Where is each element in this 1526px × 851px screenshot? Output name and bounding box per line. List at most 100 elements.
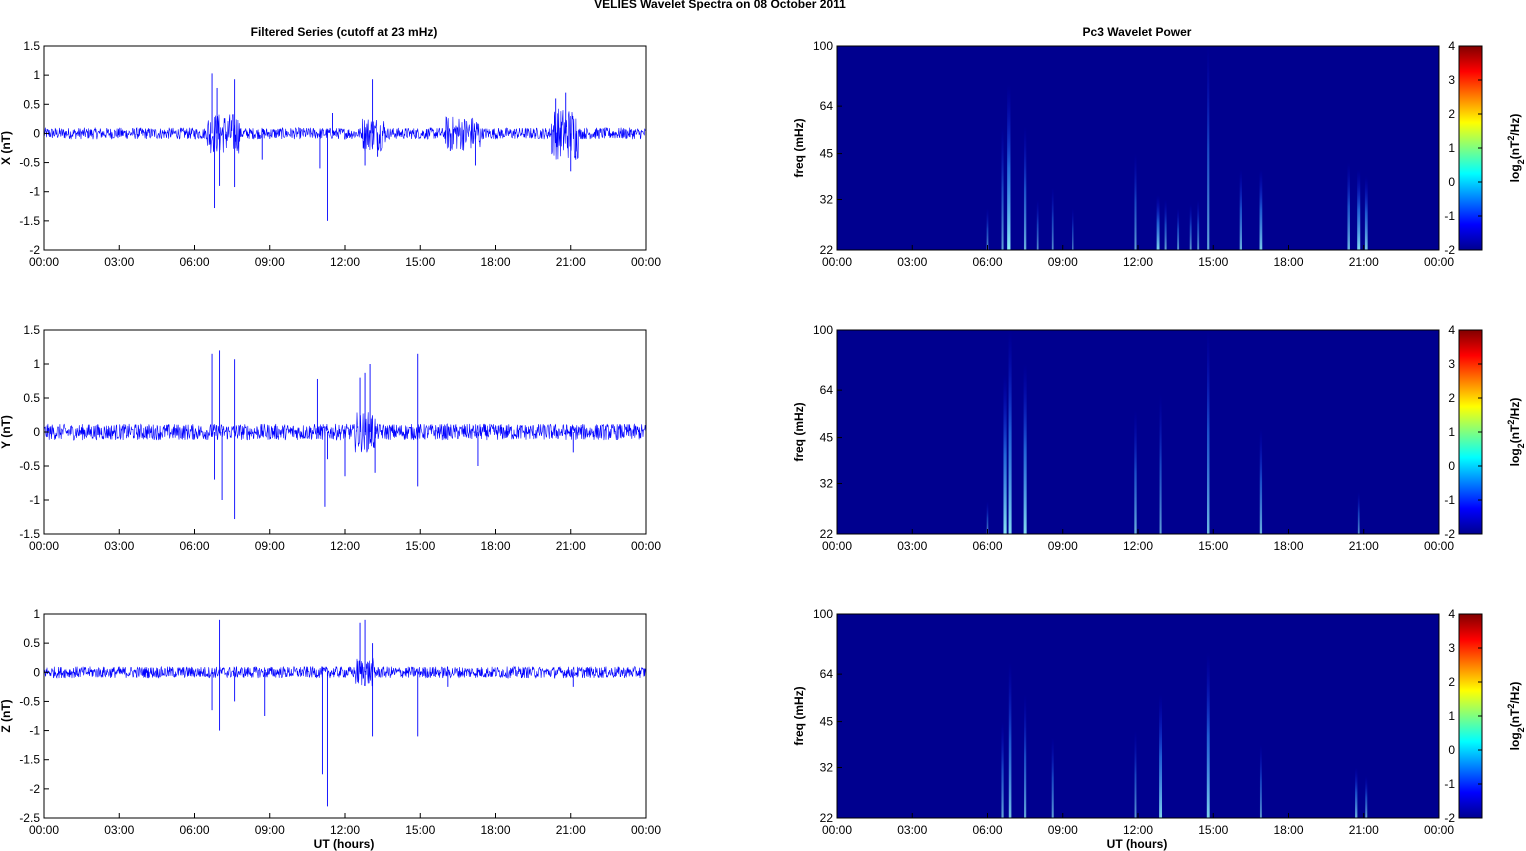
series-y-y-tick-label: 0.5 <box>23 391 40 405</box>
wavelet-1-colorbar-tick-label: 4 <box>1448 39 1455 53</box>
series-z-y-axis-label: Z (nT) <box>0 699 13 732</box>
wavelet-3-colorbar-tick-label: 0 <box>1448 743 1455 757</box>
wavelet-1-colorbar-tick-label: 2 <box>1448 107 1455 121</box>
series-z-y-tick-label: -1.5 <box>19 753 40 767</box>
series-y-y-tick-label: 1.5 <box>23 323 40 337</box>
wavelet-1-colorbar-tick-label: 0 <box>1448 175 1455 189</box>
right-column-title: Pc3 Wavelet Power <box>1083 25 1192 39</box>
wavelet-3-x-tick-label: 21:00 <box>1349 823 1379 837</box>
series-z-y-tick-label: -0.5 <box>19 694 40 708</box>
wavelet-2-y-tick-label: 45 <box>820 431 834 445</box>
wavelet-2-colorbar-tick-label: 1 <box>1448 425 1455 439</box>
wavelet-2-x-tick-label: 21:00 <box>1349 539 1379 553</box>
wavelet-2-y-axis-label: freq (mHz) <box>792 402 806 461</box>
wavelet-3-power-streak <box>1024 694 1027 818</box>
series-x-x-tick-label: 18:00 <box>480 255 510 269</box>
wavelet-2-colorbar-tick-label: 0 <box>1448 459 1455 473</box>
series-y-y-tick-label: 1 <box>33 357 40 371</box>
wavelet-1-power-streak <box>1134 153 1137 250</box>
wavelet-2-power-streak <box>1008 330 1012 534</box>
wavelet-2-power-streak <box>1003 374 1007 534</box>
series-y-x-tick-label: 12:00 <box>330 539 360 553</box>
wavelet-3-x-tick-label: 15:00 <box>1198 823 1228 837</box>
series-x-y-tick-label: -1.5 <box>19 214 40 228</box>
wavelet-3-y-tick-label: 45 <box>820 715 834 729</box>
wavelet-1-power-streak <box>1007 84 1011 250</box>
wavelet-2-colorbar-tick-label: 2 <box>1448 391 1455 405</box>
wavelet-2-x-tick-label: 15:00 <box>1198 539 1228 553</box>
wavelet-2-power-streak <box>1023 363 1027 534</box>
wavelet-3-power-streak <box>1051 737 1054 818</box>
wavelet-2-colorbar-tick-label: -1 <box>1444 493 1455 507</box>
series-x-x-tick-label: 15:00 <box>405 255 435 269</box>
wavelet-1-y-tick-label: 64 <box>820 99 834 113</box>
wavelet-2-y-tick-label: 100 <box>813 323 833 337</box>
series-x-x-tick-label: 03:00 <box>104 255 134 269</box>
wavelet-2-y-tick-label: 32 <box>820 477 834 491</box>
wavelet-2-y-tick-label: 22 <box>820 527 834 541</box>
series-x-x-tick-label: 00:00 <box>29 255 59 269</box>
wavelet-3-power-streak <box>1355 767 1358 818</box>
wavelet-2-x-tick-label: 12:00 <box>1123 539 1153 553</box>
wavelet-1-power-streak <box>1051 187 1054 250</box>
wavelet-1-power-streak <box>1072 208 1074 250</box>
wavelet-1-y-tick-label: 45 <box>820 147 834 161</box>
series-x-y-tick-label: 1 <box>33 68 40 82</box>
wavelet-2-power-streak <box>1134 410 1137 534</box>
wavelet-3-colorbar-label: log2(nT2/Hz) <box>1506 682 1526 751</box>
series-z-y-tick-label: -2 <box>29 782 40 796</box>
series-y-y-axis-label: Y (nT) <box>0 415 13 449</box>
series-z-y-tick-label: -2.5 <box>19 811 40 825</box>
series-x-y-tick-label: -1 <box>29 185 40 199</box>
wavelet-1-y-tick-label: 100 <box>813 39 833 53</box>
wavelet-1-power-streak <box>1036 199 1039 250</box>
wavelet-3-x-tick-label: 09:00 <box>1048 823 1078 837</box>
wavelet-1-power-streak <box>1259 169 1263 250</box>
wavelet-3-y-tick-label: 22 <box>820 811 834 825</box>
series-x-y-tick-label: -0.5 <box>19 156 40 170</box>
figure-title: VELIES Wavelet Spectra on 08 October 201… <box>594 0 846 11</box>
wavelet-3-x-tick-label: 00:00 <box>822 823 852 837</box>
wavelet-3-colorbar-tick-label: 1 <box>1448 709 1455 723</box>
wavelet-2-x-tick-label: 09:00 <box>1048 539 1078 553</box>
series-x-y-tick-label: 0.5 <box>23 97 40 111</box>
series-y-x-tick-label: 00:00 <box>29 539 59 553</box>
wavelet-3-x-tick-label: 03:00 <box>897 823 927 837</box>
wavelet-1-power-streak <box>1357 169 1361 250</box>
series-z-x-tick-label: 18:00 <box>480 823 510 837</box>
series-x-trace <box>43 108 647 160</box>
series-x-x-tick-label: 12:00 <box>330 255 360 269</box>
wavelet-2-y-tick-label: 64 <box>820 383 834 397</box>
right-x-axis-label: UT (hours) <box>1107 837 1168 851</box>
wavelet-3-colorbar-tick-label: -1 <box>1444 777 1455 791</box>
series-z-x-tick-label: 09:00 <box>255 823 285 837</box>
series-z-plot-area <box>44 614 646 818</box>
series-z-x-tick-label: 15:00 <box>405 823 435 837</box>
series-x-y-axis-label: X (nT) <box>0 131 13 165</box>
wavelet-2-x-tick-label: 03:00 <box>897 539 927 553</box>
wavelet-2-x-tick-label: 00:00 <box>1424 539 1454 553</box>
wavelet-3-power-streak <box>1159 694 1163 818</box>
wavelet-1-power-streak <box>1239 169 1243 250</box>
wavelet-2-power-streak <box>986 501 989 534</box>
series-z-x-tick-label: 12:00 <box>330 823 360 837</box>
series-y-y-tick-label: -0.5 <box>19 459 40 473</box>
wavelet-1-colorbar-tick-label: 3 <box>1448 73 1455 87</box>
wavelet-2-x-tick-label: 00:00 <box>822 539 852 553</box>
wavelet-3-power-background <box>837 614 1439 818</box>
wavelet-2-x-tick-label: 06:00 <box>972 539 1002 553</box>
wavelet-3-y-tick-label: 64 <box>820 667 834 681</box>
wavelet-1-x-tick-label: 00:00 <box>1424 255 1454 269</box>
series-z-x-tick-label: 21:00 <box>556 823 586 837</box>
wavelet-1-power-streak <box>1177 208 1180 250</box>
wavelet-1-colorbar-tick-label: 1 <box>1448 141 1455 155</box>
wavelet-2-colorbar-tick-label: 4 <box>1448 323 1455 337</box>
series-y-x-tick-label: 15:00 <box>405 539 435 553</box>
wavelet-2-power-streak <box>1259 428 1263 534</box>
series-y-x-tick-label: 03:00 <box>104 539 134 553</box>
wavelet-1-power-streak <box>1001 126 1004 250</box>
wavelet-3-power-streak <box>1365 776 1368 818</box>
series-x-x-tick-label: 21:00 <box>556 255 586 269</box>
wavelet-1-x-tick-label: 00:00 <box>822 255 852 269</box>
series-x-x-tick-label: 00:00 <box>631 255 661 269</box>
